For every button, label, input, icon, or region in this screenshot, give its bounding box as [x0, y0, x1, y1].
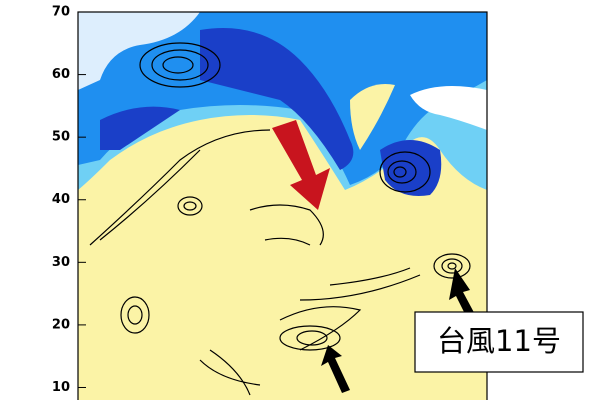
annotation-box [414, 311, 584, 373]
y-tick-label: 10 [52, 380, 70, 395]
y-tick-label: 30 [52, 255, 70, 270]
y-tick-label: 70 [52, 5, 70, 20]
annotation-label: 台風11号 [437, 324, 561, 358]
pointer-arrows [321, 268, 478, 393]
y-tick-label: 50 [52, 130, 70, 145]
y-tick-label: 40 [52, 192, 70, 207]
y-tick-label: 20 [52, 317, 70, 332]
y-axis: 10 20 30 40 50 60 70 [52, 5, 86, 395]
y-tick-label: 60 [52, 67, 70, 82]
map-frame [77, 11, 488, 404]
map-field [78, 12, 487, 404]
